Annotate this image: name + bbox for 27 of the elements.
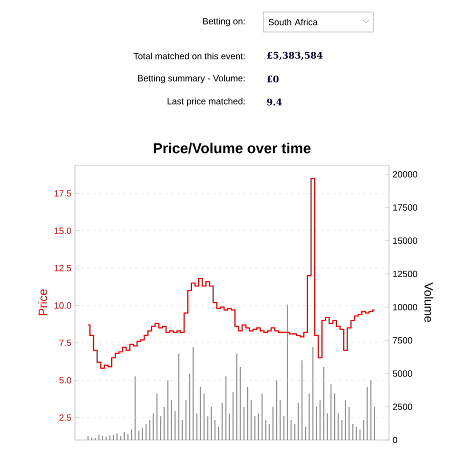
y-tick-label: 10.0 xyxy=(54,302,72,309)
y-tick-label: 7.5 xyxy=(59,340,72,346)
y-tick-label: 17.5 xyxy=(54,190,72,197)
text: Last price matched: xyxy=(168,98,245,106)
y2-tick-label: 7500 xyxy=(392,337,412,344)
y-tick-label: 2.5 xyxy=(59,414,72,421)
text: £5,383,584 xyxy=(267,52,323,60)
text: Betting on: xyxy=(203,18,245,26)
y2-axis-title: Volume xyxy=(424,282,434,322)
text: South Africa xyxy=(268,18,318,26)
y2-tick-label: 5000 xyxy=(392,370,412,377)
y2-tick-label: 12500 xyxy=(393,270,418,278)
y-tick-label: 15.0 xyxy=(54,228,72,234)
y2-tick-label: 10000 xyxy=(393,304,418,310)
chart-title: Price/Volume over time xyxy=(154,142,311,154)
y2-tick-label: 0 xyxy=(392,436,398,444)
text: Total matched on this event: xyxy=(134,52,245,60)
y-tick-label: 5.0 xyxy=(59,377,72,384)
y2-tick-label: 17500 xyxy=(393,204,418,211)
y2-tick-label: 15000 xyxy=(393,238,418,244)
text: 9.4 xyxy=(267,98,282,106)
y2-tick-label: 20000 xyxy=(392,171,418,178)
text: Betting summary - Volume: xyxy=(138,74,245,84)
text: £0 xyxy=(267,76,279,82)
y-axis-title: Price xyxy=(38,289,48,316)
y2-tick-label: 2500 xyxy=(392,404,412,410)
y-tick-label: 12.5 xyxy=(54,264,72,272)
